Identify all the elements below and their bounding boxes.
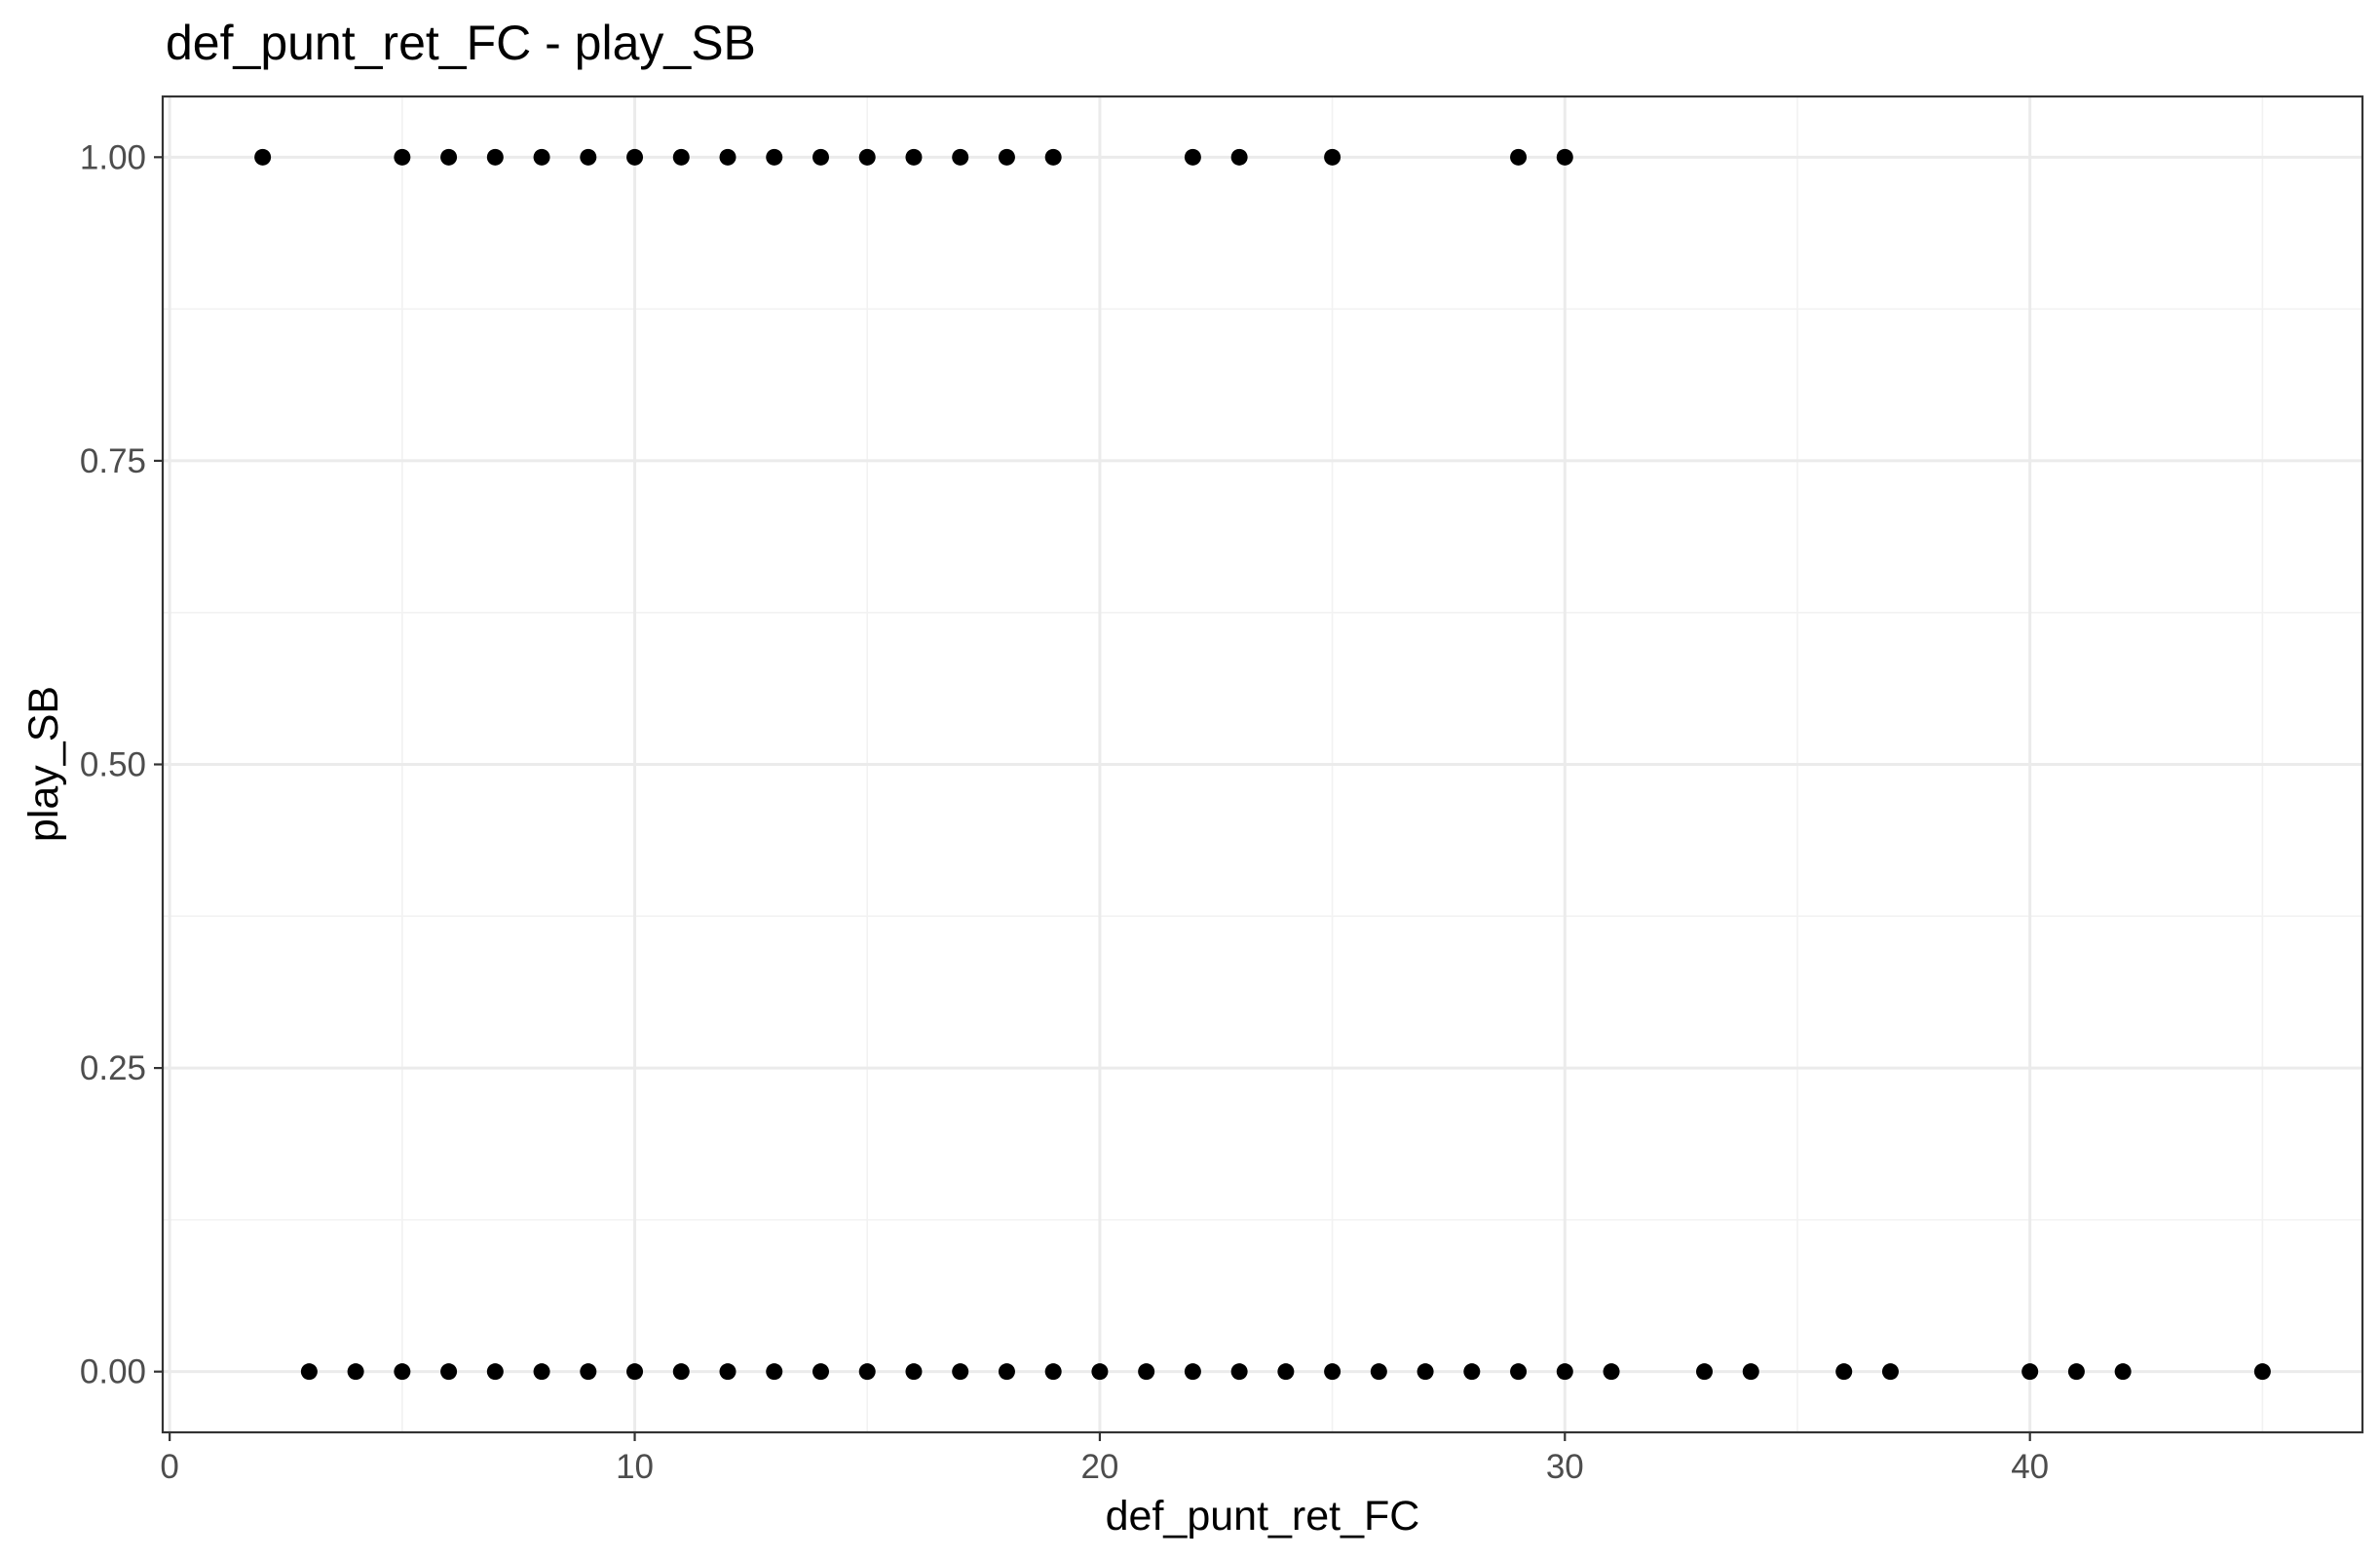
data-point bbox=[1184, 148, 1201, 166]
data-point bbox=[766, 148, 783, 166]
data-point bbox=[1044, 1363, 1062, 1381]
data-point bbox=[2021, 1363, 2039, 1381]
data-point bbox=[626, 148, 644, 166]
data-point bbox=[440, 1363, 458, 1381]
data-point bbox=[1696, 1363, 1714, 1381]
y-tick-label: 0.00 bbox=[80, 1353, 146, 1391]
data-point bbox=[952, 1363, 969, 1381]
data-point bbox=[1603, 1363, 1620, 1381]
data-point bbox=[394, 148, 411, 166]
data-point bbox=[533, 1363, 550, 1381]
data-point bbox=[905, 1363, 923, 1381]
major-grid-y bbox=[163, 155, 2362, 1374]
data-point bbox=[1370, 1363, 1387, 1381]
data-point bbox=[672, 148, 690, 166]
data-point bbox=[2067, 1363, 2085, 1381]
data-point bbox=[952, 148, 969, 166]
data-point bbox=[812, 1363, 829, 1381]
data-point bbox=[1417, 1363, 1434, 1381]
x-tick-label: 10 bbox=[616, 1448, 654, 1486]
data-point bbox=[1742, 1363, 1759, 1381]
data-point bbox=[1556, 148, 1573, 166]
data-point bbox=[486, 148, 504, 166]
minor-grid-y bbox=[163, 308, 2362, 1221]
data-point bbox=[580, 1363, 597, 1381]
data-point bbox=[812, 148, 829, 166]
data-point bbox=[858, 1363, 876, 1381]
y-tick-label: 0.50 bbox=[80, 746, 146, 784]
data-point bbox=[1510, 148, 1528, 166]
data-point bbox=[719, 1363, 737, 1381]
chart-title: def_punt_ret_FC - play_SB bbox=[166, 16, 756, 70]
data-point bbox=[486, 1363, 504, 1381]
data-point bbox=[1556, 1363, 1573, 1381]
data-point bbox=[1184, 1363, 1201, 1381]
data-point bbox=[394, 1363, 411, 1381]
x-tick-label: 20 bbox=[1080, 1448, 1118, 1486]
x-tick-label: 0 bbox=[160, 1448, 178, 1486]
data-point bbox=[1138, 1363, 1155, 1381]
data-point bbox=[1044, 148, 1062, 166]
x-axis-title: def_punt_ret_FC bbox=[1106, 1493, 1420, 1540]
data-point bbox=[2253, 1363, 2271, 1381]
data-point bbox=[672, 1363, 690, 1381]
data-point bbox=[1463, 1363, 1481, 1381]
data-point bbox=[1091, 1363, 1109, 1381]
data-point bbox=[1230, 1363, 1248, 1381]
data-point bbox=[1277, 1363, 1295, 1381]
data-point bbox=[300, 1363, 318, 1381]
data-point bbox=[533, 148, 550, 166]
y-tick-label: 0.75 bbox=[80, 442, 146, 480]
data-point bbox=[1324, 148, 1341, 166]
data-point bbox=[1881, 1363, 1899, 1381]
data-point bbox=[766, 1363, 783, 1381]
data-point bbox=[626, 1363, 644, 1381]
data-point bbox=[905, 148, 923, 166]
data-point bbox=[998, 148, 1015, 166]
y-tick-label: 0.25 bbox=[80, 1049, 146, 1087]
y-axis-ticks: 0.00 0.25 0.50 0.75 1.00 bbox=[80, 138, 163, 1391]
data-point bbox=[1510, 1363, 1528, 1381]
data-point bbox=[1230, 148, 1248, 166]
data-point bbox=[580, 148, 597, 166]
data-point bbox=[858, 148, 876, 166]
y-tick-label: 1.00 bbox=[80, 138, 146, 176]
data-point bbox=[254, 148, 272, 166]
data-point bbox=[998, 1363, 1015, 1381]
data-point bbox=[440, 148, 458, 166]
y-axis-title: play_SB bbox=[20, 686, 67, 842]
x-axis-ticks: 0 10 20 30 40 bbox=[160, 1432, 2049, 1486]
data-points bbox=[254, 148, 2271, 1381]
data-point bbox=[1835, 1363, 1853, 1381]
data-point bbox=[347, 1363, 364, 1381]
x-tick-label: 40 bbox=[2011, 1448, 2049, 1486]
data-point bbox=[1324, 1363, 1341, 1381]
x-tick-label: 30 bbox=[1546, 1448, 1584, 1486]
data-point bbox=[719, 148, 737, 166]
data-point bbox=[2114, 1363, 2132, 1381]
major-grid-x bbox=[168, 96, 2032, 1432]
